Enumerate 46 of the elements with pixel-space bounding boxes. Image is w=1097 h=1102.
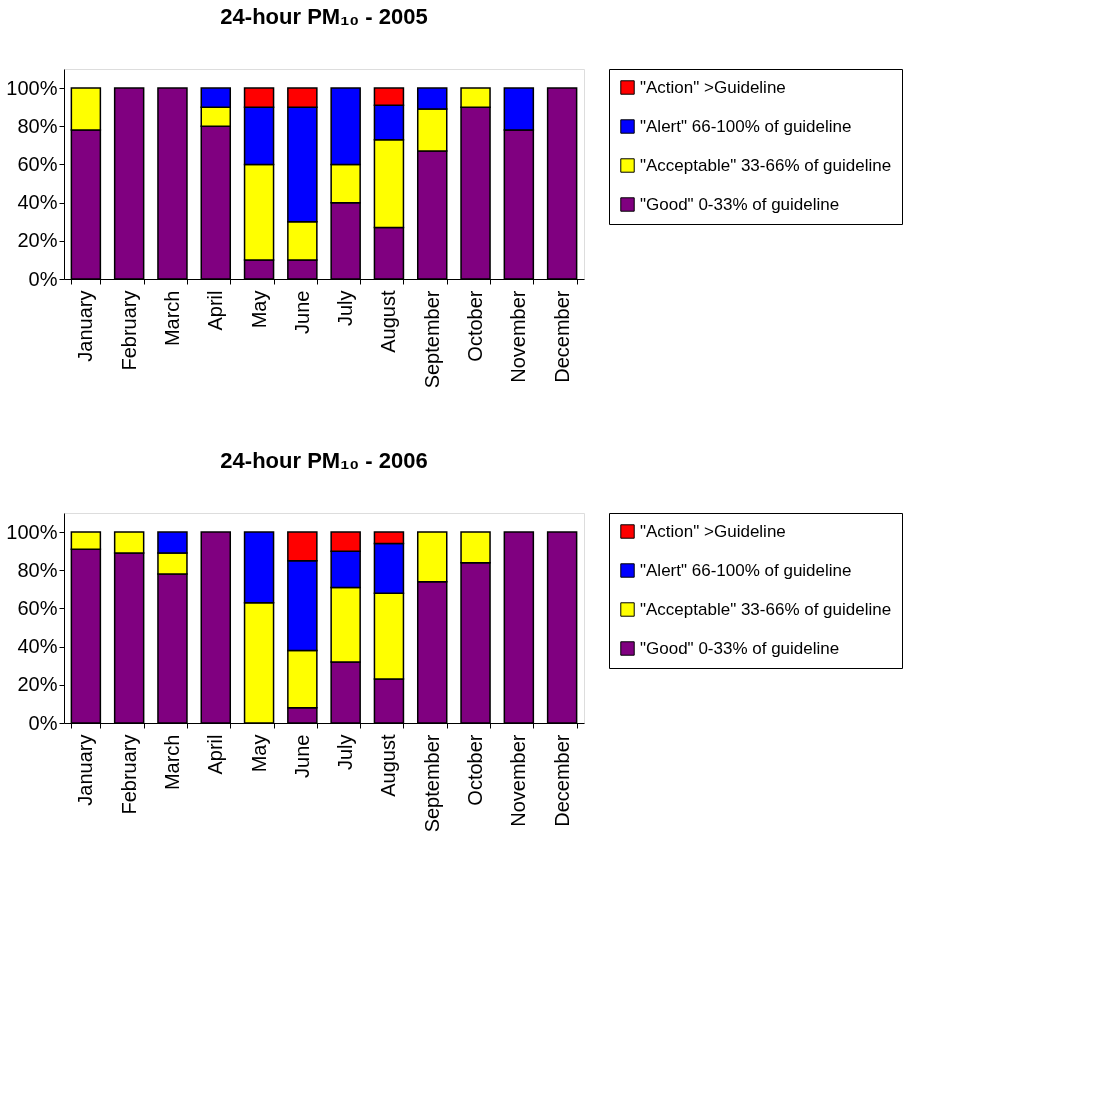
x-tick-label: December (550, 290, 573, 383)
x-tick-label: April (204, 290, 227, 331)
y-tick-label: 0% (28, 267, 58, 290)
legend-label: "Good" 0-33% of guideline (640, 194, 840, 214)
x-tick-label: December (550, 734, 573, 827)
y-tick-label: 20% (17, 673, 58, 696)
chart-title: 24-hour PM₁₀ - 2006 (220, 447, 428, 473)
x-tick-label: February (117, 734, 140, 815)
y-tick-label: 60% (17, 596, 58, 619)
x-tick-label: March (160, 734, 183, 791)
legend-label: "Alert" 66-100% of guideline (640, 116, 852, 136)
x-tick-label: November (507, 290, 530, 383)
y-tick-label: 40% (17, 635, 58, 658)
y-tick-label: 100% (6, 76, 58, 99)
chart-title: 24-hour PM₁₀ - 2005 (220, 3, 428, 29)
legend-label: "Good" 0-33% of guideline (640, 638, 840, 658)
x-tick-label: February (117, 290, 140, 371)
legend-label: "Acceptable" 33-66% of guideline (640, 155, 892, 175)
x-tick-label: June (290, 734, 313, 778)
y-tick-label: 80% (17, 114, 58, 137)
x-tick-label: May (247, 290, 270, 329)
x-tick-label: July (334, 290, 357, 327)
y-tick-label: 20% (17, 229, 58, 252)
x-tick-label: September (420, 290, 443, 389)
x-tick-label: July (334, 734, 357, 771)
y-tick-label: 60% (17, 152, 58, 175)
x-tick-label: April (204, 734, 227, 775)
x-tick-label: January (74, 734, 97, 806)
x-tick-label: November (507, 734, 530, 827)
x-tick-label: January (74, 290, 97, 362)
x-tick-label: August (377, 734, 400, 797)
legend-label: "Action" >Guideline (640, 77, 786, 97)
x-tick-label: March (160, 290, 183, 347)
x-tick-label: October (464, 734, 487, 806)
y-tick-label: 0% (28, 711, 58, 734)
x-tick-label: August (377, 290, 400, 353)
x-tick-label: September (420, 734, 443, 833)
y-tick-label: 100% (6, 520, 58, 543)
y-tick-label: 40% (17, 191, 58, 214)
y-tick-label: 80% (17, 558, 58, 581)
legend-label: "Action" >Guideline (640, 521, 786, 541)
x-tick-label: June (290, 290, 313, 334)
x-tick-label: October (464, 290, 487, 362)
legend-label: "Acceptable" 33-66% of guideline (640, 599, 892, 619)
x-tick-label: May (247, 734, 270, 773)
legend-label: "Alert" 66-100% of guideline (640, 560, 852, 580)
